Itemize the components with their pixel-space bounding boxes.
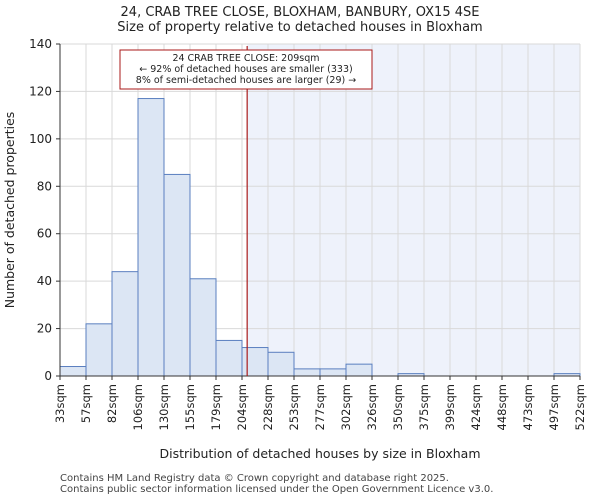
x-tick-label: 204sqm <box>235 384 249 430</box>
x-tick-label: 302sqm <box>339 384 353 430</box>
x-tick-label: 448sqm <box>495 384 509 430</box>
x-tick-label: 375sqm <box>417 384 431 430</box>
annotation-line-1: 24 CRAB TREE CLOSE: 209sqm <box>172 53 319 64</box>
y-tick-label: 20 <box>37 322 52 336</box>
y-tick-label: 140 <box>29 37 52 51</box>
histogram-bar <box>319 368 347 377</box>
x-tick-label: 350sqm <box>391 384 405 430</box>
x-tick-label: 57sqm <box>79 384 93 423</box>
y-tick-label: 80 <box>37 179 52 193</box>
footer-line-1: Contains HM Land Registry data © Crown c… <box>60 473 449 484</box>
x-axis-title: Distribution of detached houses by size … <box>159 446 480 461</box>
footer-line-2: Contains public sector information licen… <box>60 484 494 495</box>
x-tick-label: 179sqm <box>209 384 223 430</box>
y-tick-label: 40 <box>37 274 52 288</box>
annotation-line-2: ← 92% of detached houses are smaller (33… <box>139 64 352 75</box>
x-tick-label: 424sqm <box>469 384 483 430</box>
x-tick-label: 253sqm <box>287 384 301 430</box>
histogram-bar <box>59 366 87 377</box>
histogram-bar <box>163 173 191 377</box>
y-tick-label: 100 <box>29 132 52 146</box>
x-tick-label: 155sqm <box>183 384 197 430</box>
x-tick-label: 33sqm <box>53 384 67 423</box>
histogram-bar <box>189 278 217 377</box>
histogram-bar <box>267 351 295 377</box>
histogram-bar <box>215 339 243 377</box>
x-tick-label: 82sqm <box>105 384 119 423</box>
y-tick-label: 0 <box>44 369 52 383</box>
y-axis-title: Number of detached properties <box>2 112 17 309</box>
chart-subtitle: Size of property relative to detached ho… <box>117 20 483 35</box>
histogram-bar <box>293 368 321 377</box>
x-tick-label: 130sqm <box>157 384 171 430</box>
x-tick-label: 326sqm <box>365 384 379 430</box>
histogram-bar <box>345 363 373 377</box>
annotation-line-3: 8% of semi-detached houses are larger (2… <box>136 75 356 86</box>
annotation-box <box>119 49 373 90</box>
x-tick-label: 473sqm <box>521 384 535 430</box>
histogram-bar <box>111 271 139 377</box>
x-tick-label: 497sqm <box>547 384 561 430</box>
histogram-bar <box>241 347 269 377</box>
highlight-region <box>247 44 580 376</box>
histogram-bar <box>85 323 113 377</box>
x-tick-label: 106sqm <box>131 384 145 430</box>
x-tick-label: 277sqm <box>313 384 327 430</box>
x-tick-label: 399sqm <box>443 384 457 430</box>
histogram-bar <box>137 98 165 377</box>
y-tick-label: 60 <box>37 227 52 241</box>
y-tick-label: 120 <box>29 84 52 98</box>
x-tick-label: 522sqm <box>573 384 587 430</box>
chart-title: 24, CRAB TREE CLOSE, BLOXHAM, BANBURY, O… <box>120 5 480 20</box>
x-tick-label: 228sqm <box>261 384 275 430</box>
